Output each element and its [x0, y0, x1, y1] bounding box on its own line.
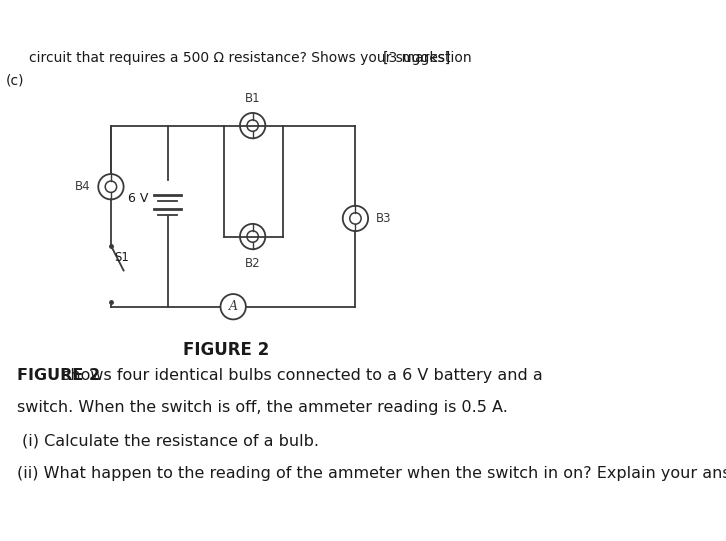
Text: S1: S1	[115, 251, 129, 264]
Text: circuit that requires a 500 Ω resistance? Shows your suggestion: circuit that requires a 500 Ω resistance…	[30, 51, 472, 65]
Text: shows four identical bulbs connected to a 6 V battery and a: shows four identical bulbs connected to …	[57, 368, 542, 383]
Text: (ii) What happen to the reading of the ammeter when the switch in on? Explain yo: (ii) What happen to the reading of the a…	[17, 466, 726, 480]
Text: [3 marks]: [3 marks]	[383, 51, 451, 65]
Text: (i) Calculate the resistance of a bulb.: (i) Calculate the resistance of a bulb.	[22, 433, 319, 448]
Text: B2: B2	[245, 258, 261, 270]
Text: (c): (c)	[5, 74, 24, 88]
Text: B1: B1	[245, 92, 261, 105]
Text: FIGURE 2: FIGURE 2	[17, 368, 100, 383]
Text: B3: B3	[376, 212, 392, 225]
Text: B4: B4	[75, 180, 90, 193]
Text: 6 V: 6 V	[128, 192, 149, 204]
Text: switch. When the switch is off, the ammeter reading is 0.5 A.: switch. When the switch is off, the amme…	[17, 400, 508, 415]
Text: FIGURE 2: FIGURE 2	[183, 341, 269, 359]
Text: A: A	[229, 300, 237, 313]
